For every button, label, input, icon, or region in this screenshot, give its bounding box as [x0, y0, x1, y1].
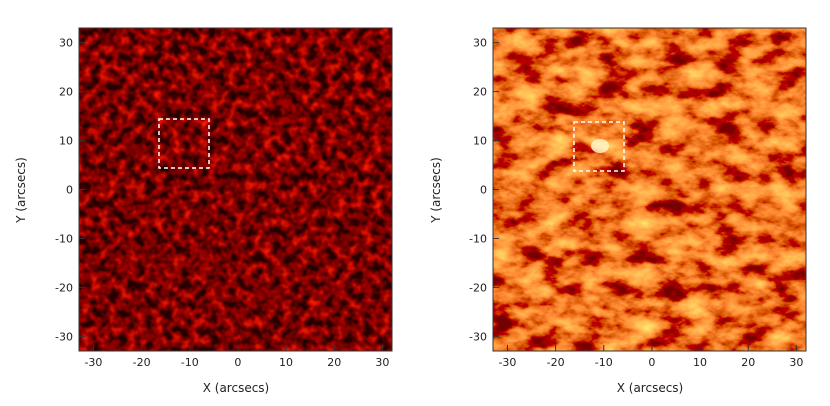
- y-tick-label: 20: [473, 86, 487, 99]
- x-tick-label: 30: [375, 356, 389, 369]
- x-tick-label: -30: [84, 356, 102, 369]
- y-tick-label: 20: [59, 86, 73, 99]
- y-tick-label: -30: [55, 330, 73, 343]
- x-tick-label: 0: [648, 356, 655, 369]
- x-tick-label: -20: [547, 356, 565, 369]
- x-tick-label: 30: [789, 356, 803, 369]
- right-x-axis-label: X (arcsecs): [617, 381, 684, 395]
- right-x-ticks: -30 -20 -10 0 10 20 30: [498, 345, 803, 369]
- right-bright-feature: [591, 139, 609, 153]
- left-y-axis-label: Y (arcsecs): [14, 157, 28, 224]
- left-x-axis-label: X (arcsecs): [203, 381, 270, 395]
- x-tick-label: 10: [279, 356, 293, 369]
- x-tick-label: -20: [133, 356, 151, 369]
- y-tick-label: -20: [55, 281, 73, 294]
- x-tick-label: 0: [234, 356, 241, 369]
- left-x-ticks: -30 -20 -10 0 10 20 30: [84, 345, 389, 369]
- y-tick-label: -10: [55, 232, 73, 245]
- left-panel: -30 -20 -10 0 10 20 30 30 20 10 0 -10 -20 -30 X (arc…: [14, 27, 393, 395]
- x-tick-label: 20: [741, 356, 755, 369]
- y-tick-label: -30: [469, 330, 487, 343]
- right-panel: -30 -20 -10 0 10 20 30 30 20 10 0 -10 -20 -30 X (arc…: [429, 27, 807, 395]
- y-tick-label: 10: [59, 135, 73, 148]
- right-y-axis-label: Y (arcsecs): [429, 157, 443, 224]
- x-tick-label: -30: [498, 356, 516, 369]
- x-tick-label: 10: [693, 356, 707, 369]
- y-tick-label: -20: [469, 281, 487, 294]
- left-panel-image: [79, 28, 392, 351]
- y-tick-label: -10: [469, 232, 487, 245]
- x-tick-label: -10: [181, 356, 199, 369]
- y-tick-label: 0: [66, 184, 73, 197]
- left-highlight-box: [158, 118, 210, 169]
- y-tick-label: 30: [473, 37, 487, 50]
- y-tick-label: 30: [59, 37, 73, 50]
- x-tick-label: -10: [595, 356, 613, 369]
- y-tick-label: 0: [480, 184, 487, 197]
- left-y-ticks: 30 20 10 0 -10 -20 -30: [55, 37, 85, 343]
- x-tick-label: 20: [327, 356, 341, 369]
- y-tick-label: 10: [473, 135, 487, 148]
- right-panel-image: [493, 28, 806, 351]
- right-highlight-box: [573, 121, 625, 172]
- right-y-ticks: 30 20 10 0 -10 -20 -30: [469, 37, 499, 343]
